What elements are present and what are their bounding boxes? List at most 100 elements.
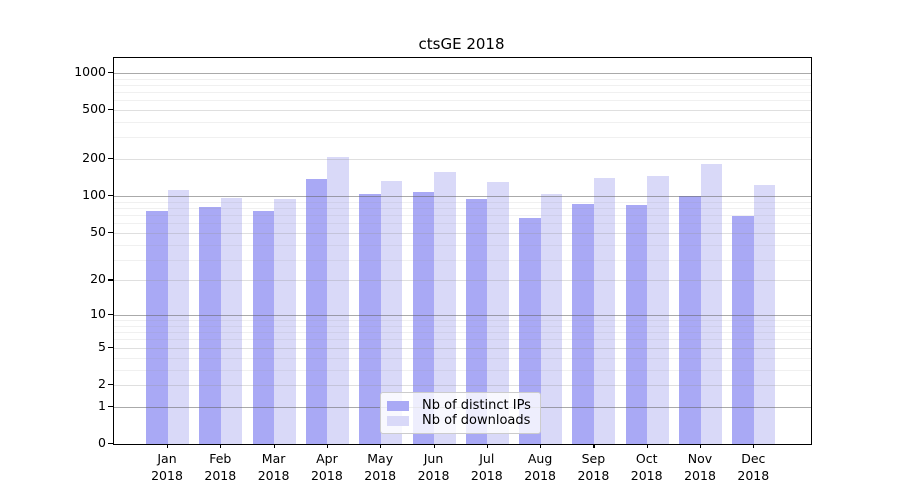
grid-minor-60 bbox=[114, 223, 811, 225]
y-tick-label-50: 50 bbox=[90, 223, 106, 239]
legend-label-distinct-ips: Nb of distinct IPs bbox=[422, 398, 531, 413]
grid-major-500 bbox=[114, 110, 811, 112]
grid-minor-4 bbox=[114, 357, 811, 359]
bar-distinct-ips-jun bbox=[412, 192, 434, 444]
bar-downloads-mar bbox=[274, 199, 296, 444]
x-tick-mark-aug bbox=[540, 444, 542, 448]
legend-label-downloads: Nb of downloads bbox=[422, 413, 531, 428]
bar-distinct-ips-sep bbox=[572, 203, 594, 444]
y-tick-label-1: 1 bbox=[98, 397, 106, 413]
bar-downloads-aug bbox=[540, 194, 563, 444]
grid-minor-70 bbox=[114, 215, 811, 217]
x-tick-label-may: May 2018 bbox=[364, 451, 397, 483]
bar-downloads-jul bbox=[487, 182, 509, 444]
x-tick-mark-sep bbox=[593, 444, 595, 448]
y-tick-label-100: 100 bbox=[82, 187, 106, 203]
bar-distinct-ips-mar bbox=[252, 210, 275, 444]
bar-downloads-nov bbox=[700, 163, 722, 444]
grid-minor-8 bbox=[114, 325, 811, 327]
legend: Nb of distinct IPs Nb of downloads bbox=[380, 392, 541, 434]
grid-minor-600 bbox=[114, 100, 811, 102]
bar-distinct-ips-aug bbox=[519, 218, 541, 444]
y-tick-label-2: 2 bbox=[98, 375, 106, 391]
y-tick-label-500: 500 bbox=[82, 101, 106, 117]
grid-minor-400 bbox=[114, 122, 811, 124]
x-tick-mark-nov bbox=[700, 444, 702, 448]
y-tick-label-0: 0 bbox=[98, 435, 106, 450]
grid-minor-80 bbox=[114, 207, 811, 209]
grid-minor-900 bbox=[114, 78, 811, 80]
bar-distinct-ips-jan bbox=[146, 210, 168, 444]
y-tick-mark-500 bbox=[108, 109, 113, 111]
x-tick-label-nov: Nov 2018 bbox=[684, 451, 716, 483]
x-tick-mark-apr bbox=[326, 444, 329, 448]
grid-minor-3 bbox=[114, 369, 811, 371]
grid-major-2 bbox=[114, 384, 811, 386]
y-tick-mark-5 bbox=[108, 346, 113, 348]
grid-minor-300 bbox=[114, 137, 811, 139]
grid-minor-6 bbox=[114, 339, 811, 341]
y-tick-mark-1 bbox=[108, 405, 113, 407]
x-tick-label-dec: Dec 2018 bbox=[737, 451, 770, 483]
legend-swatch-distinct-ips-icon bbox=[387, 400, 409, 411]
grid-minor-7 bbox=[114, 332, 811, 334]
bar-downloads-dec bbox=[753, 184, 776, 444]
x-tick-label-jun: Jun 2018 bbox=[417, 451, 450, 483]
x-tick-mark-mar bbox=[273, 444, 275, 448]
x-tick-label-mar: Mar 2018 bbox=[257, 451, 290, 483]
chart-title: ctsGE 2018 bbox=[418, 35, 505, 53]
bar-distinct-ips-dec bbox=[732, 215, 754, 444]
grid-minor-40 bbox=[114, 244, 811, 246]
grid-major-10 bbox=[114, 315, 811, 317]
x-tick-mark-dec bbox=[753, 444, 755, 448]
bar-downloads-feb bbox=[220, 197, 243, 444]
bar-downloads-may bbox=[380, 180, 403, 444]
grid-minor-800 bbox=[114, 84, 811, 86]
x-tick-mark-oct bbox=[646, 444, 648, 448]
x-tick-mark-may bbox=[380, 444, 382, 448]
y-tick-mark-0 bbox=[108, 443, 113, 445]
bar-downloads-oct bbox=[647, 175, 669, 444]
grid-major-50 bbox=[114, 232, 811, 234]
grid-major-5 bbox=[114, 347, 811, 349]
grid-major-1000 bbox=[114, 72, 811, 74]
x-tick-label-aug: Aug 2018 bbox=[524, 451, 556, 483]
y-tick-mark-20 bbox=[108, 279, 113, 281]
x-tick-label-jul: Jul 2018 bbox=[470, 451, 503, 483]
x-tick-label-feb: Feb 2018 bbox=[204, 451, 237, 483]
x-tick-mark-jul bbox=[486, 444, 488, 448]
legend-item-downloads: Nb of downloads bbox=[387, 413, 531, 428]
x-tick-label-jan: Jan 2018 bbox=[151, 451, 183, 483]
y-tick-label-1000: 1000 bbox=[74, 63, 106, 79]
legend-item-distinct-ips: Nb of distinct IPs bbox=[387, 398, 531, 413]
bar-distinct-ips-may bbox=[359, 193, 381, 444]
bar-downloads-jun bbox=[434, 171, 456, 444]
bar-distinct-ips-apr bbox=[305, 178, 328, 444]
bar-distinct-ips-oct bbox=[625, 204, 648, 444]
y-tick-mark-1000 bbox=[108, 71, 113, 74]
y-tick-mark-200 bbox=[108, 158, 113, 160]
y-tick-mark-100 bbox=[108, 195, 113, 197]
x-tick-mark-feb bbox=[220, 444, 222, 448]
grid-major-200 bbox=[114, 159, 811, 161]
plot-area: Nb of distinct IPs Nb of downloads bbox=[113, 57, 812, 445]
x-tick-mark-jan bbox=[167, 444, 169, 448]
grid-minor-30 bbox=[114, 259, 811, 261]
grid-minor-700 bbox=[114, 92, 811, 94]
x-tick-mark-jun bbox=[433, 444, 435, 448]
bar-downloads-jan bbox=[167, 190, 189, 444]
bar-distinct-ips-jul bbox=[465, 199, 488, 444]
x-tick-label-apr: Apr 2018 bbox=[310, 451, 343, 483]
y-tick-mark-50 bbox=[108, 231, 113, 233]
legend-swatch-downloads-icon bbox=[387, 415, 409, 426]
y-tick-label-5: 5 bbox=[98, 338, 106, 354]
y-tick-mark-2 bbox=[108, 383, 113, 386]
y-tick-label-20: 20 bbox=[90, 271, 106, 287]
grid-minor-9 bbox=[114, 320, 811, 322]
bar-distinct-ips-nov bbox=[679, 196, 701, 444]
grid-major-20 bbox=[114, 280, 811, 282]
x-tick-label-oct: Oct 2018 bbox=[630, 451, 663, 483]
y-tick-label-200: 200 bbox=[82, 150, 106, 166]
bar-distinct-ips-feb bbox=[199, 206, 221, 444]
